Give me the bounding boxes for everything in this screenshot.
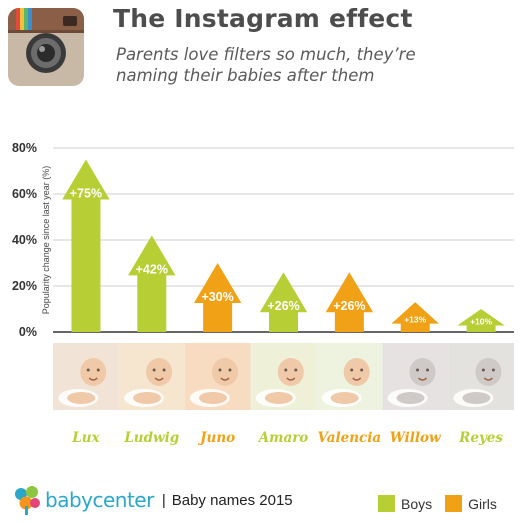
brand-name: babycenter (45, 488, 154, 512)
baby-photo-valencia (316, 343, 383, 410)
y-axis-label: Popularity change since last year (%) (41, 166, 51, 315)
legend-swatch-boys (378, 495, 395, 512)
name-label-ludwig: Ludwig (123, 430, 179, 446)
data-label-reyes: +10% (470, 317, 492, 327)
name-label-valencia: Valencia (318, 430, 382, 446)
chart-subtitle: Parents love filters so much, they’re na… (116, 45, 416, 85)
footer-source-text: Baby names 2015 (171, 491, 293, 509)
baby-photo-willow (382, 343, 449, 410)
y-tick-label: 20% (12, 279, 37, 293)
bar-layer: +75% +42% +30% +26% +26% +13% +10% (62, 159, 505, 332)
bar-ludwig (128, 235, 176, 332)
legend-item-girls: Girls (445, 495, 497, 512)
chart-title: The Instagram effect (113, 4, 413, 33)
y-tick-label: 0% (19, 325, 37, 339)
bar-valencia (325, 272, 374, 332)
bar-reyes (457, 309, 505, 332)
bar-lux (62, 159, 110, 332)
name-label-juno: Juno (197, 430, 235, 446)
y-tick-label: 60% (12, 187, 37, 201)
name-label-willow: Willow (390, 430, 442, 446)
name-label-layer: Lux Ludwig Juno Amaro Valencia Willow Reyes (71, 430, 503, 446)
bar-juno (193, 263, 242, 332)
instagram-camera-icon (8, 8, 84, 86)
data-label-amaro: +26% (267, 299, 299, 313)
data-label-ludwig: +42% (136, 262, 168, 276)
y-tick-label: 80% (12, 141, 37, 155)
legend-label-girls: Girls (468, 495, 497, 512)
data-label-valencia: +26% (333, 299, 365, 313)
legend-swatch-girls (445, 495, 463, 512)
footer-source: babycenter | Baby names 2015 (12, 484, 293, 516)
babycenter-logo-icon (15, 486, 40, 515)
legend: Boys Girls (378, 495, 510, 512)
y-tick-layer: 0% 20% 40% 60% 80% (12, 141, 37, 339)
name-label-amaro: Amaro (257, 430, 309, 446)
footer-separator: | (161, 491, 166, 509)
legend-item-boys: Boys (378, 495, 432, 512)
baby-photo-juno (184, 343, 251, 410)
name-label-lux: Lux (71, 430, 100, 446)
baby-photo-reyes (448, 343, 514, 410)
bar-willow (391, 302, 439, 332)
name-label-reyes: Reyes (458, 430, 503, 446)
baby-photo-ludwig (118, 343, 185, 410)
data-label-willow: +13% (404, 315, 426, 325)
baby-photo-lux (53, 343, 119, 410)
y-tick-label: 40% (12, 233, 37, 247)
bar-amaro (259, 272, 308, 332)
baby-photo-strip (53, 343, 514, 410)
baby-photo-amaro (250, 343, 317, 410)
data-label-juno: +30% (201, 290, 233, 304)
legend-label-boys: Boys (401, 495, 433, 512)
data-label-lux: +75% (70, 187, 102, 201)
